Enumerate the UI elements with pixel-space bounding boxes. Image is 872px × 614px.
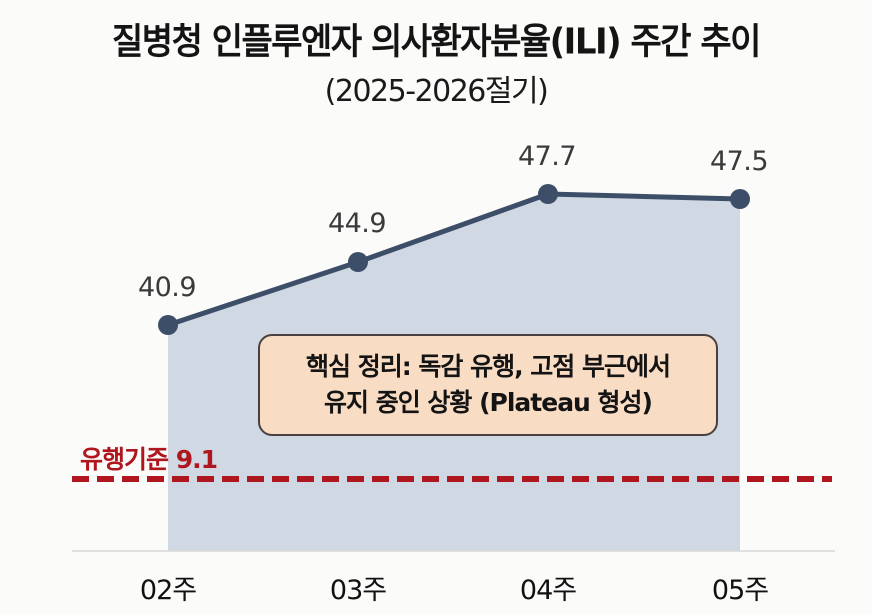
threshold-label: 유행기준 9.1 [80,445,218,474]
summary-callout: 핵심 정리: 독감 유행, 고점 부근에서 유지 중인 상황 (Plateau … [258,334,718,436]
x-tick-03: 03주 [329,575,387,606]
value-label-03: 44.9 [327,208,387,239]
data-point-03[interactable] [348,252,368,272]
chart-title: 질병청 인플루엔자 의사환자분율(ILI) 주간 추이 [112,21,761,64]
data-point-05[interactable] [730,189,750,209]
x-tick-02: 02주 [139,575,197,606]
callout-line-1: 핵심 정리: 독감 유행, 고점 부근에서 [305,352,671,381]
value-label-05: 47.5 [709,146,769,177]
value-label-02: 40.9 [137,272,197,303]
x-tick-04: 04주 [519,575,577,606]
x-tick-05: 05주 [711,575,769,606]
data-point-02[interactable] [158,315,178,335]
data-point-04[interactable] [538,184,558,204]
data-line [167,191,741,328]
value-label-04: 47.7 [517,141,577,172]
callout-line-2: 유지 중인 상황 (Plateau 형성) [323,388,653,417]
chart-subtitle: (2025-2026절기) [324,74,549,109]
